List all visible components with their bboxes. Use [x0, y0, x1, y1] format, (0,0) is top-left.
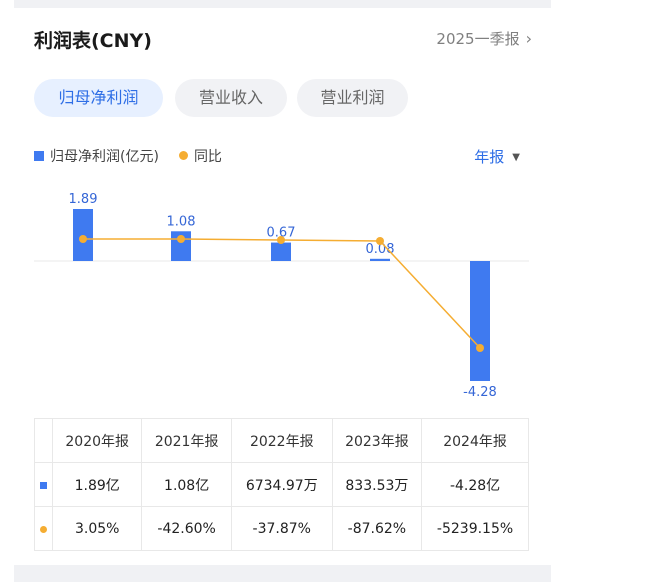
legend-line-label: 同比	[193, 149, 222, 165]
bar-data-label: 1.08	[167, 214, 196, 229]
chart-legend: 归母净利润(亿元) 同比	[34, 146, 222, 166]
report-period-label: 2025一季报	[436, 30, 520, 48]
table-header-row: 2020年报 2021年报 2022年报 2023年报 2024年报	[34, 418, 529, 463]
chevron-right-icon: ›	[525, 29, 532, 48]
legend-bar-swatch	[34, 151, 44, 161]
top-divider-strip	[14, 0, 551, 8]
card-header: 利润表(CNY) 2025一季报 ›	[34, 26, 532, 52]
table-header-cell: 2024年报	[421, 418, 529, 463]
bar-data-label: 0.08	[366, 242, 395, 257]
yoy-point	[277, 236, 285, 244]
bar-series-marker-icon	[40, 481, 47, 489]
table-cell: 6734.97万	[230, 462, 333, 507]
table-row-net-profit: 1.89亿 1.08亿 6734.97万 833.53万 -4.28亿	[34, 462, 529, 507]
bar-data-label: 1.89	[69, 192, 98, 207]
card-title: 利润表(CNY)	[34, 30, 152, 52]
bar-data-label: -4.28	[463, 385, 497, 400]
yoy-point	[79, 235, 87, 243]
yoy-point	[376, 237, 384, 245]
table-cell: -87.62%	[331, 506, 423, 551]
table-header-cell: 2021年报	[141, 418, 232, 463]
yoy-point	[177, 235, 185, 243]
tab-net-profit[interactable]: 归母净利润	[34, 79, 163, 117]
row-marker-cell	[34, 462, 53, 507]
table-cell: 833.53万	[331, 462, 423, 507]
line-series-marker-icon	[40, 525, 47, 533]
tab-revenue[interactable]: 营业收入	[175, 79, 287, 117]
tab-operating-profit[interactable]: 营业利润	[297, 79, 408, 117]
bottom-divider-strip	[14, 565, 551, 582]
profit-bar	[271, 242, 291, 261]
bar-data-label: 0.67	[267, 226, 296, 241]
table-cell: -4.28亿	[421, 462, 529, 507]
profit-chart: 1.89 1.08 0.67 0.08 -4.28	[34, 192, 529, 400]
frequency-dropdown[interactable]: 年报 ▼	[474, 146, 520, 167]
legend-bar-label: 归母净利润(亿元)	[50, 149, 159, 165]
table-corner-cell	[34, 418, 53, 463]
frequency-label: 年报	[474, 148, 505, 166]
legend-line-swatch	[178, 151, 188, 160]
table-cell: 3.05%	[51, 506, 143, 551]
report-period-selector[interactable]: 2025一季报 ›	[436, 28, 532, 49]
table-cell: 1.89亿	[51, 462, 143, 507]
profit-bar	[370, 258, 390, 261]
table-cell: 1.08亿	[141, 462, 232, 507]
table-header-cell: 2020年报	[51, 418, 143, 463]
table-cell: -42.60%	[141, 506, 232, 551]
data-table: 2020年报 2021年报 2022年报 2023年报 2024年报 1.89亿…	[34, 418, 529, 551]
table-row-yoy: 3.05% -42.60% -37.87% -87.62% -5239.15%	[34, 506, 529, 551]
row-marker-cell	[34, 506, 53, 551]
profit-bar	[470, 261, 490, 381]
caret-down-icon: ▼	[512, 152, 520, 163]
table-cell: -5239.15%	[421, 506, 529, 551]
yoy-point	[476, 344, 484, 352]
table-header-cell: 2023年报	[331, 418, 423, 463]
table-cell: -37.87%	[230, 506, 333, 551]
table-header-cell: 2022年报	[230, 418, 333, 463]
